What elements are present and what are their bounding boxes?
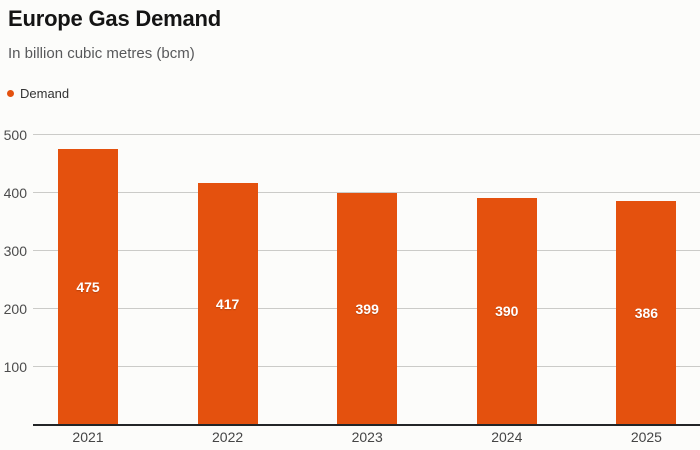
y-axis-label: 100 bbox=[3, 358, 27, 375]
y-axis-label: 400 bbox=[3, 184, 27, 201]
x-axis-line bbox=[33, 424, 700, 426]
bar: 417 bbox=[197, 182, 258, 425]
x-axis-label: 2021 bbox=[72, 429, 104, 445]
y-axis-label: 500 bbox=[3, 126, 27, 143]
legend-marker-icon bbox=[7, 90, 14, 97]
y-axis-label: 300 bbox=[3, 242, 27, 259]
x-axis-label: 2025 bbox=[630, 429, 662, 445]
bar: 399 bbox=[337, 193, 398, 425]
bar-value-label: 417 bbox=[215, 295, 240, 312]
x-axis-label: 2022 bbox=[212, 429, 244, 445]
legend: Demand bbox=[7, 86, 69, 101]
bar-value-label: 390 bbox=[495, 303, 519, 320]
y-axis-label: 200 bbox=[3, 300, 27, 317]
bar: 475 bbox=[58, 149, 118, 425]
bar: 390 bbox=[476, 198, 537, 425]
bar-value-label: 475 bbox=[76, 278, 100, 295]
chart-subtitle: In billion cubic metres (bcm) bbox=[8, 45, 195, 62]
gridline bbox=[33, 134, 700, 135]
gridline bbox=[33, 192, 700, 193]
legend-label: Demand bbox=[20, 86, 70, 101]
bar-value-label: 386 bbox=[634, 304, 659, 321]
x-axis-label: 2024 bbox=[491, 429, 523, 445]
page-title: Europe Gas Demand bbox=[8, 6, 221, 31]
bar: 386 bbox=[616, 200, 677, 425]
bar-value-label: 399 bbox=[355, 300, 379, 317]
x-axis-label: 2023 bbox=[351, 429, 383, 445]
